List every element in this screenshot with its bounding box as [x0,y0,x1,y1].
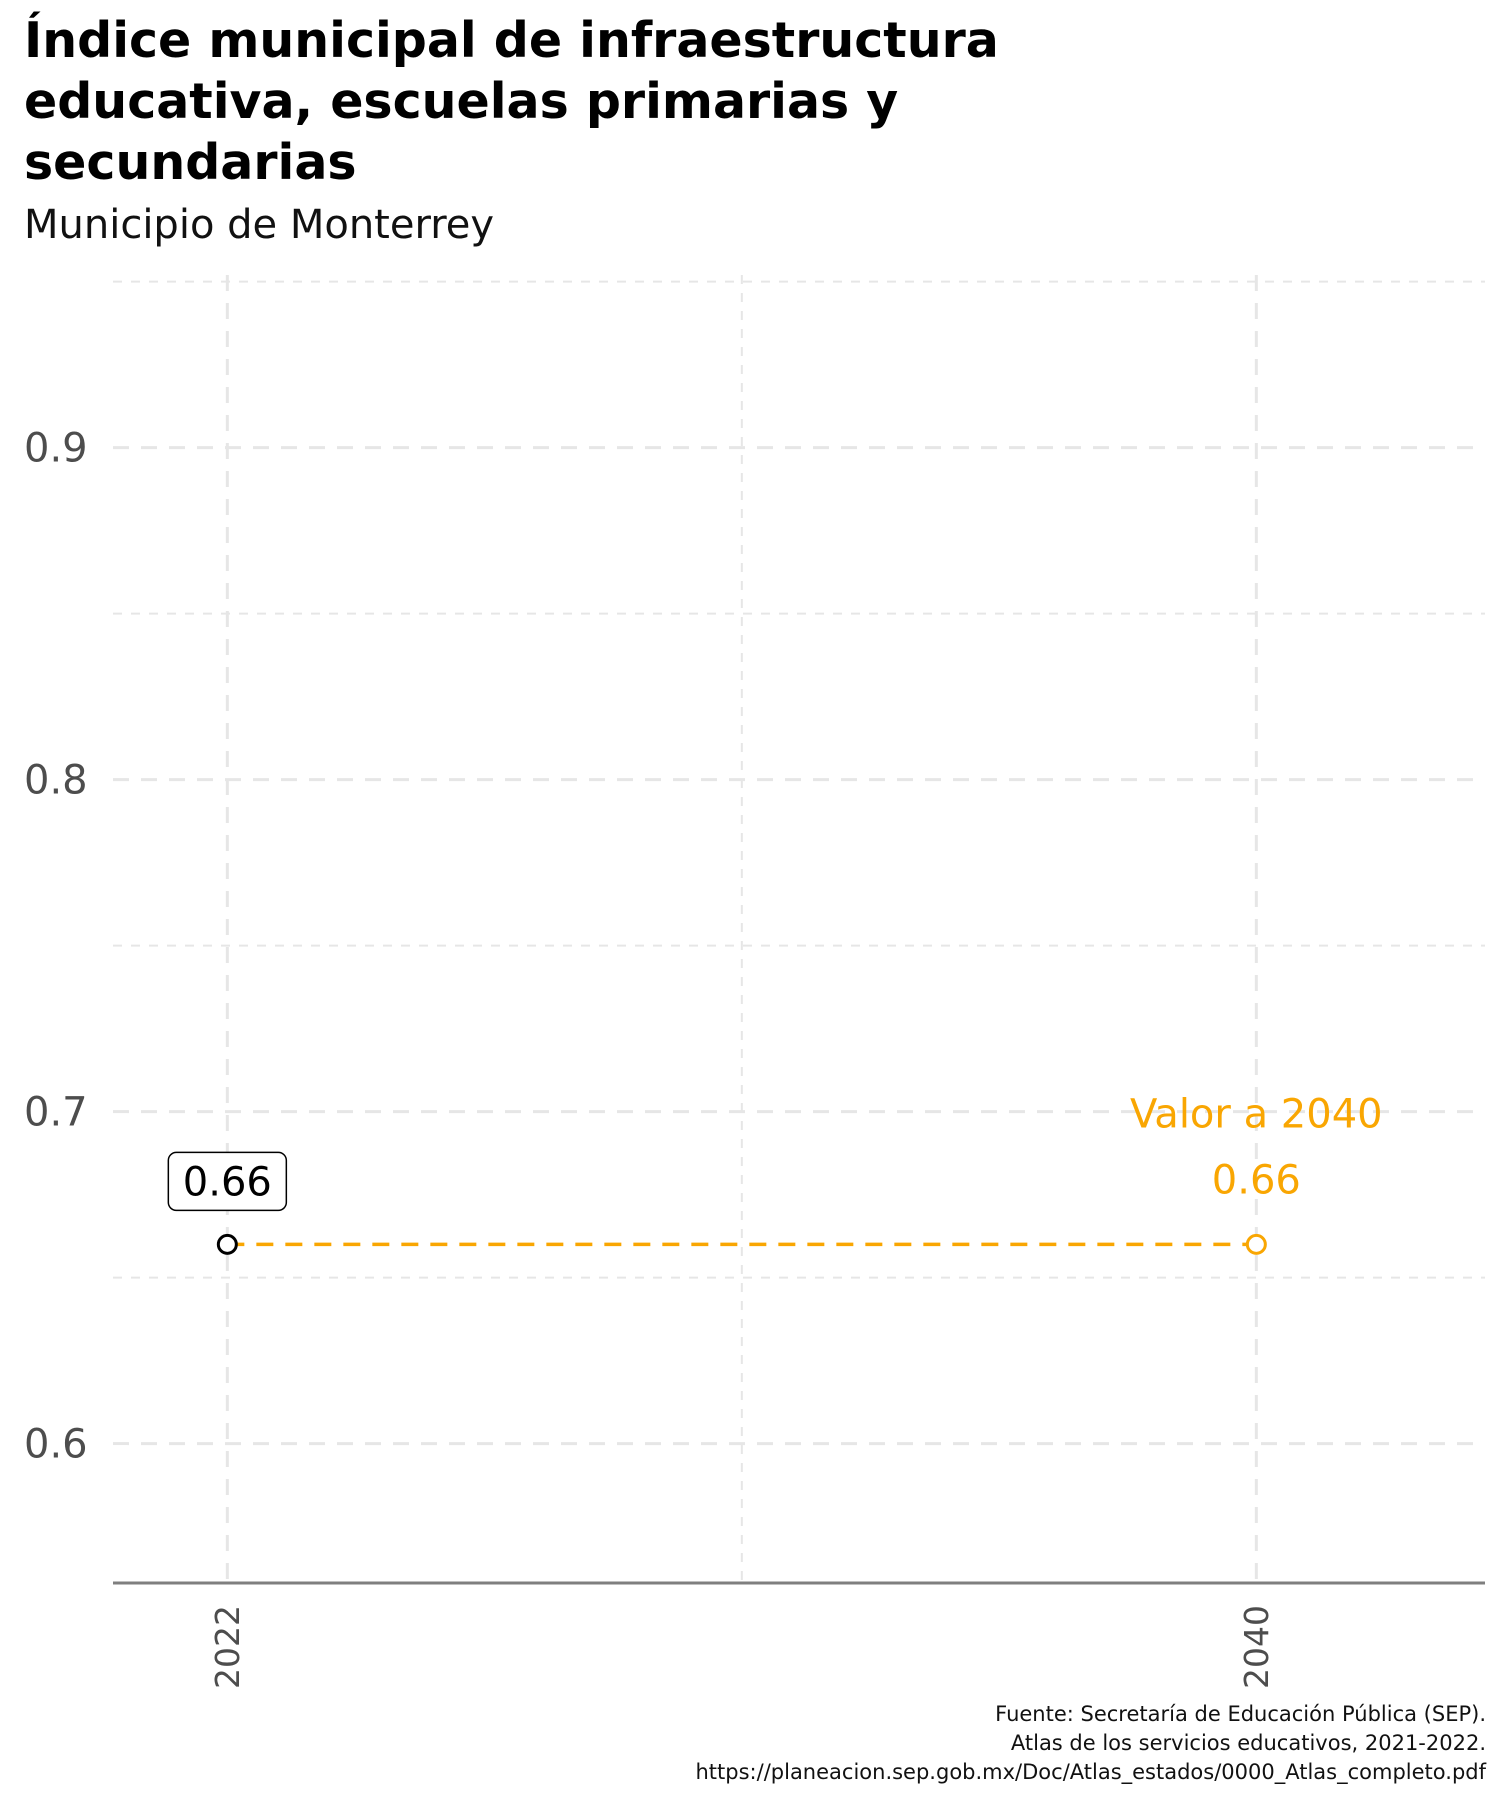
x-tick-label: 2022 [208,1605,247,1689]
y-tick-label: 0.7 [24,1090,88,1136]
caption-line: Atlas de los servicios educativos, 2021-… [1010,1731,1486,1755]
source-caption: Fuente: Secretaría de Educación Pública … [696,1700,1487,1787]
data-labels: 0.66 Valor a 2040 0.66 [167,1091,1383,1212]
x-tick-labels: 2022 2040 [208,1605,1276,1689]
y-tick-label: 0.8 [24,758,88,804]
data-point [1245,1233,1267,1255]
x-tick-label: 2040 [1237,1605,1276,1689]
chart-title: Índice municipal de infraestructura educ… [24,12,999,191]
y-tick-labels: 0.6 0.7 0.8 0.9 [24,426,88,1468]
caption-line: https://planeacion.sep.gob.mx/Doc/Atlas_… [695,1760,1487,1784]
data-label-box [167,1151,288,1212]
data-point [216,1233,238,1255]
y-tick-label: 0.9 [24,426,88,472]
data-label: 0.66 [183,1159,272,1205]
caption-line: Fuente: Secretaría de Educación Pública … [995,1702,1486,1726]
chart-subtitle: Municipio de Monterrey [24,202,495,248]
grid-lines [113,275,1485,1583]
data-label: 0.66 [1212,1157,1301,1203]
projection-annotation: Valor a 2040 [1130,1091,1383,1137]
y-tick-label: 0.6 [24,1422,88,1468]
series [216,1233,1267,1255]
